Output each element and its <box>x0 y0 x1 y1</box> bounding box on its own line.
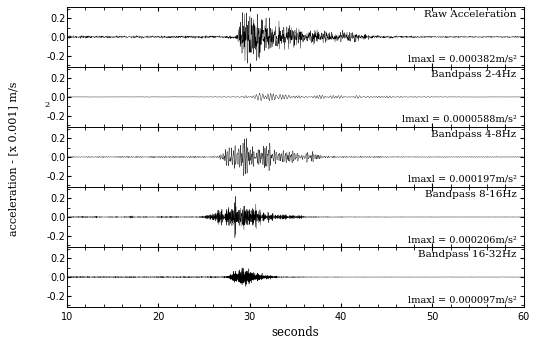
Text: Bandpass 4-8Hz: Bandpass 4-8Hz <box>431 130 517 139</box>
Text: Bandpass 2-4Hz: Bandpass 2-4Hz <box>431 70 517 79</box>
Text: acceleration - [x 0.001] m/s: acceleration - [x 0.001] m/s <box>8 81 18 236</box>
X-axis label: seconds: seconds <box>272 326 319 339</box>
Text: lmaxl = 0.000382m/s²: lmaxl = 0.000382m/s² <box>408 55 517 64</box>
Text: lmaxl = 0.000197m/s²: lmaxl = 0.000197m/s² <box>408 175 517 184</box>
Text: lmaxl = 0.000206m/s²: lmaxl = 0.000206m/s² <box>408 235 517 244</box>
Text: lmaxl = 0.0000588m/s²: lmaxl = 0.0000588m/s² <box>402 115 517 124</box>
Text: 2: 2 <box>44 101 49 109</box>
Text: Bandpass 16-32Hz: Bandpass 16-32Hz <box>418 250 517 259</box>
Text: Raw Acceleration: Raw Acceleration <box>424 10 517 19</box>
Text: Bandpass 8-16Hz: Bandpass 8-16Hz <box>425 190 517 199</box>
Text: lmaxl = 0.000097m/s²: lmaxl = 0.000097m/s² <box>408 295 517 304</box>
